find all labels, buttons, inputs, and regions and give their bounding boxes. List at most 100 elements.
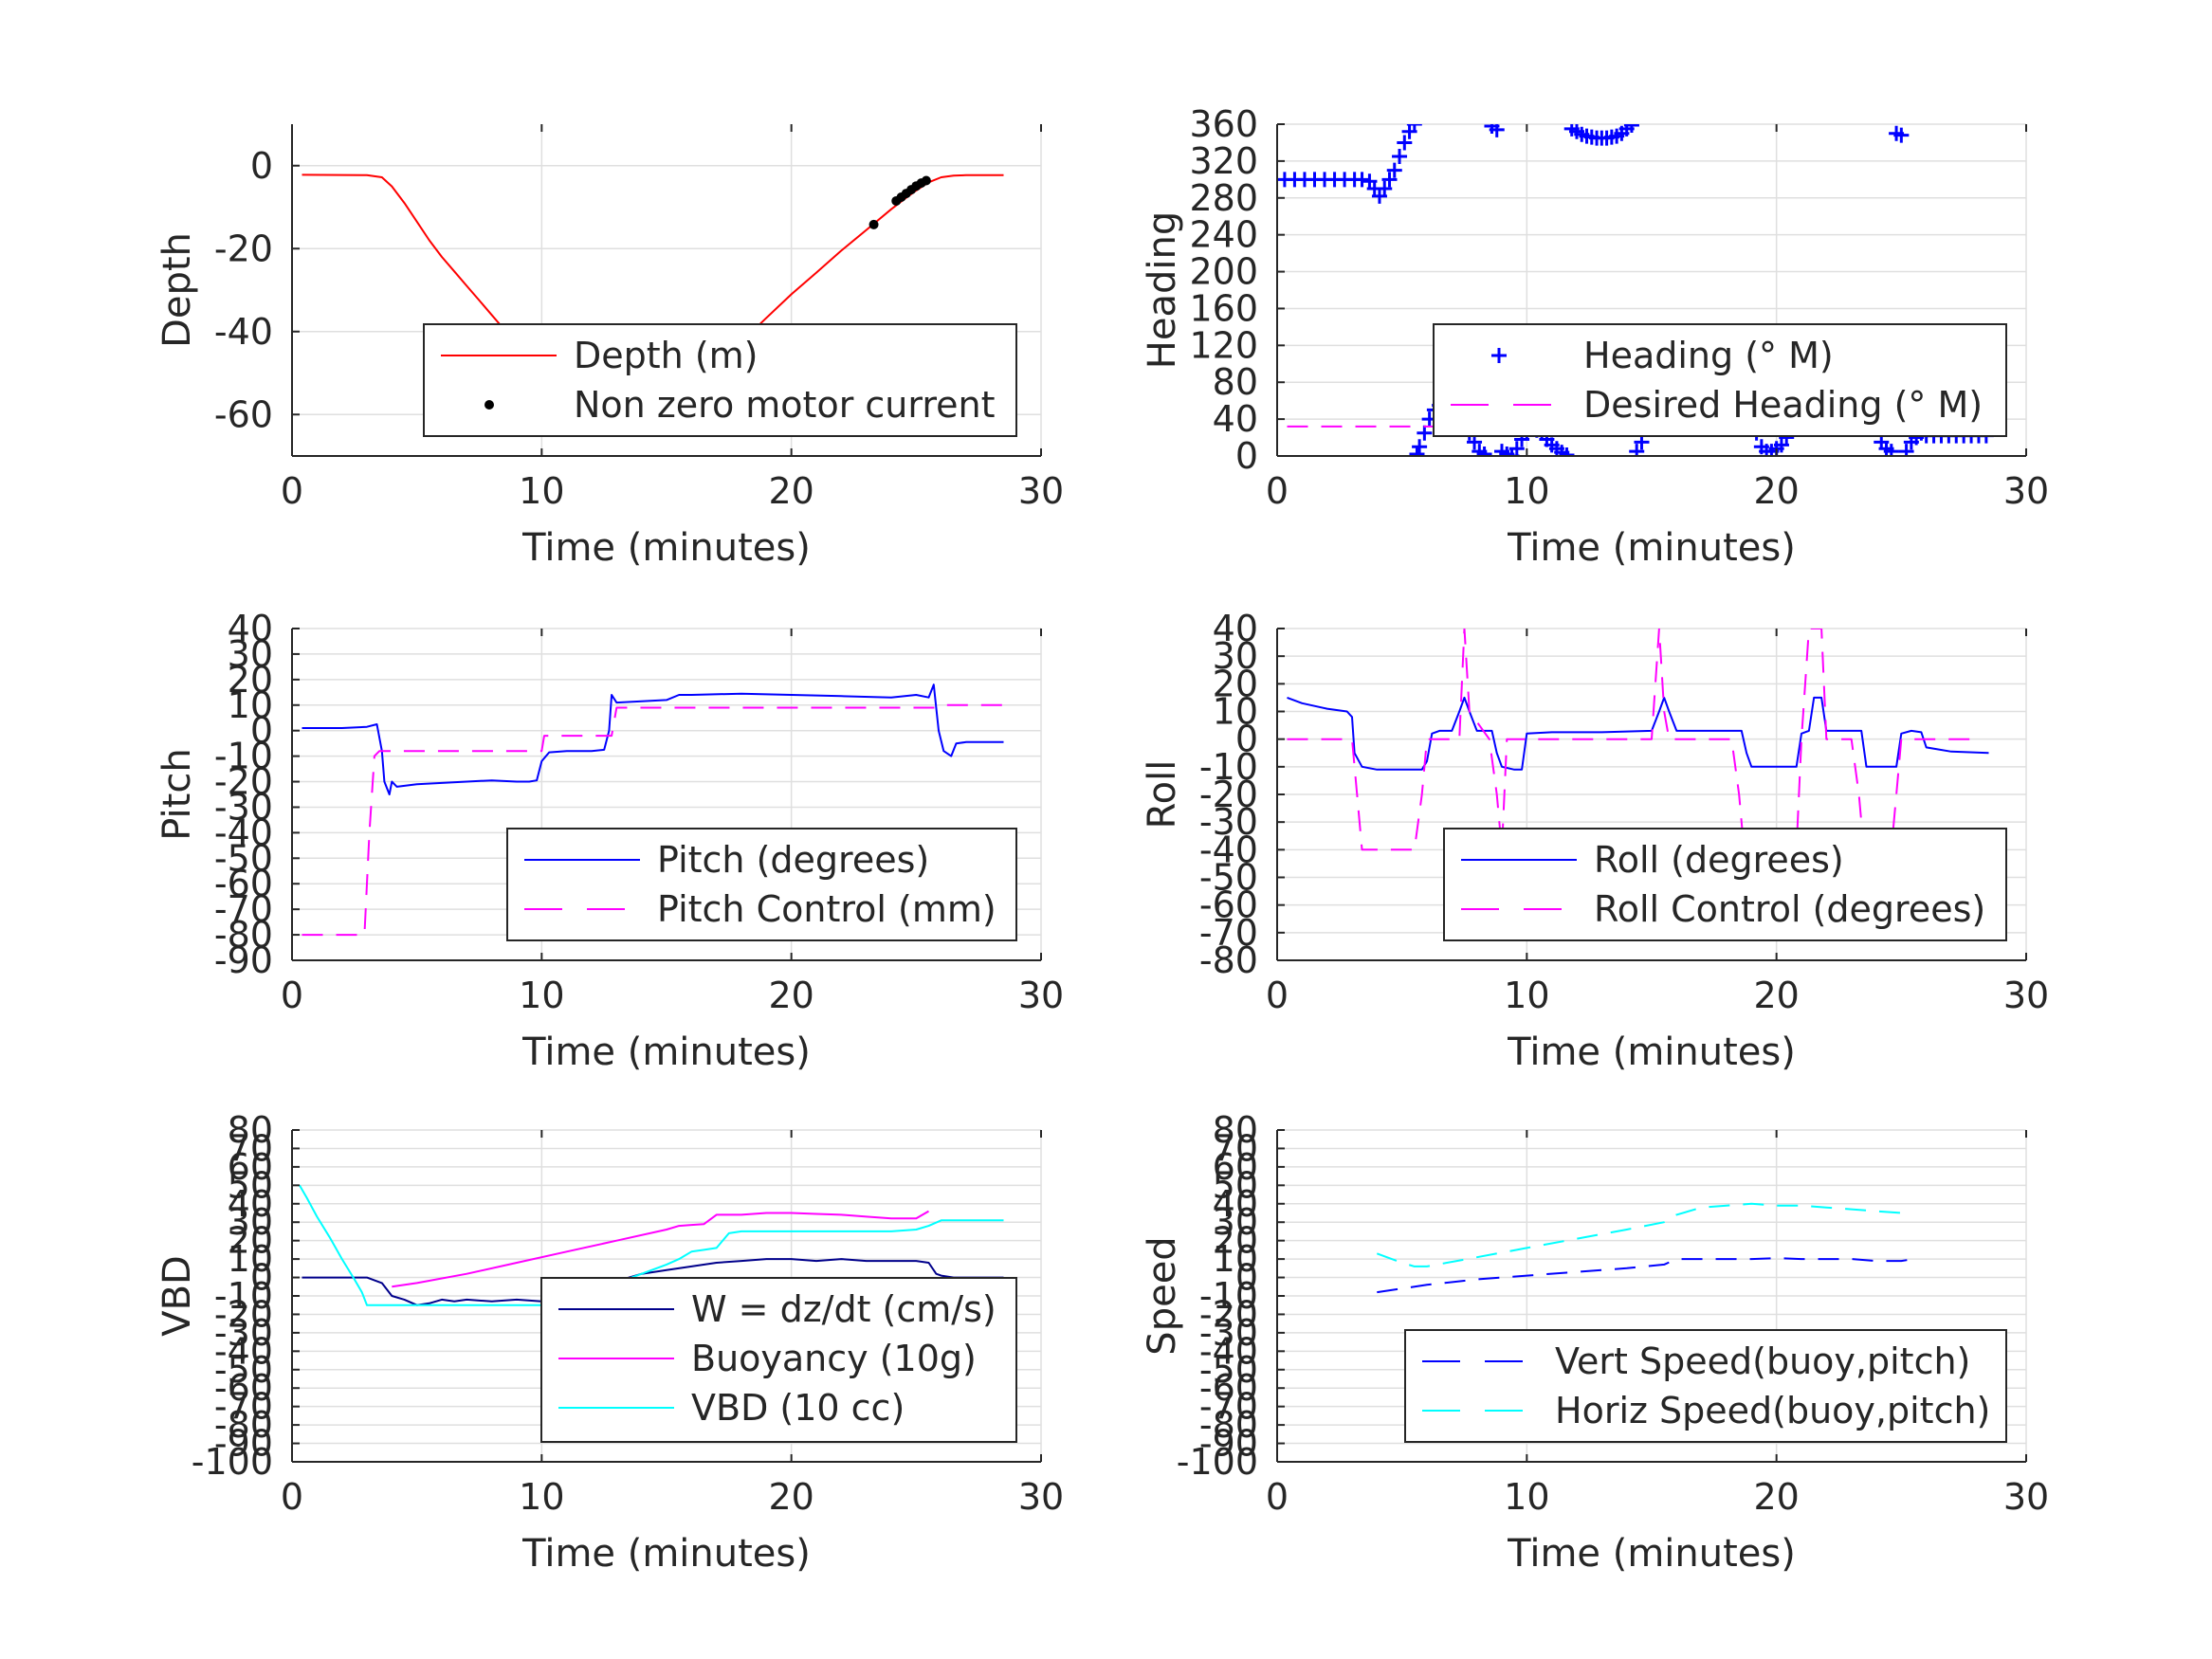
roll-series-1-line [1287,629,1977,851]
x-tick-label: 20 [768,470,814,512]
y-tick-label: 40 [1213,398,1258,440]
y-axis-label: Speed [1141,1236,1184,1355]
legend-entry: Horiz Speed(buoy,pitch) [1555,1390,1990,1431]
y-tick-label: 10 [228,1238,273,1280]
x-axis-label: Time (minutes) [521,1532,811,1576]
x-tick-label: 20 [1753,1476,1799,1518]
y-tick-label: 70 [1213,1127,1258,1169]
y-tick-label: 200 [1189,251,1258,293]
y-tick-label: 20 [1213,1220,1258,1262]
heading-marker [1623,124,1639,133]
y-tick-label: -40 [1199,829,1258,870]
y-tick-label: -40 [214,311,273,353]
heading-marker [1883,444,1899,456]
y-tick-label: -50 [214,1349,273,1391]
heading-marker [1489,124,1505,137]
y-tick-label: -90 [1199,1423,1258,1465]
y-tick-label: 40 [1213,608,1258,649]
y-tick-label: -70 [1199,1386,1258,1428]
heading-marker [1629,444,1645,456]
y-tick-label: -30 [214,786,273,828]
y-tick-label: 50 [1213,1164,1258,1206]
legend-entry: Desired Heading (° M) [1583,384,1983,426]
legend-entry: Pitch (degrees) [657,839,929,881]
y-tick-label: -30 [214,1312,273,1354]
speed-chart: 0 10 20 30-100-90-80-70-60-50-40-30-20-1001… [1141,1109,2049,1576]
heading-marker [1634,434,1650,450]
heading-marker [1397,135,1413,151]
y-tick-label: -20 [214,1293,273,1335]
x-tick-label: 30 [1018,1476,1064,1518]
legend-entry: Vert Speed(buoy,pitch) [1555,1340,1970,1382]
y-tick-label: 80 [1213,361,1258,403]
x-tick-label: 30 [2003,975,2049,1016]
x-tick-label: 10 [1504,1476,1549,1518]
heading-marker [1467,434,1483,450]
y-tick-label: 0 [1235,435,1258,477]
pitch-series-1-line [302,703,1004,937]
plot-area [1287,629,1989,851]
x-axis-label: Time (minutes) [1507,526,1796,570]
y-tick-label: 10 [1213,691,1258,733]
y-tick-label: 40 [228,608,273,649]
roll-chart: 0 10 20 30-80-70-60-50-40-30-20-10010203040… [1141,608,2049,1074]
x-tick-label: 10 [1504,470,1549,512]
y-tick-label: -10 [214,736,273,777]
y-tick-label: 60 [228,1146,273,1188]
y-axis-label: Pitch [155,748,199,840]
x-tick-label: 30 [1018,975,1064,1016]
x-tick-label: 0 [1266,1476,1289,1518]
y-tick-label: 360 [1189,103,1258,145]
x-tick-label: 0 [281,1476,303,1518]
y-tick-label: 20 [1213,663,1258,704]
vbd-series-1-line [392,1210,930,1288]
heading-marker [1417,425,1433,441]
y-axis-label: VBD [155,1255,199,1337]
heading-marker [1409,447,1425,456]
data-point [868,219,879,229]
legend-box [1443,828,2007,941]
pitch-chart: 0 10 20 30-90-80-70-60-50-40-30-20-10010203… [155,608,1064,1074]
y-tick-label: 40 [228,1183,273,1225]
y-tick-label: 0 [250,145,273,187]
x-axis-label: Time (minutes) [1507,1532,1796,1576]
y-tick-label: -10 [1199,1275,1258,1317]
x-tick-label: 30 [2003,1476,2049,1518]
y-tick-label: 20 [228,1220,273,1262]
plot-area [1376,1202,1914,1294]
y-tick-label: -20 [214,761,273,803]
legend-entry: Depth (m) [574,335,759,376]
heading-marker [1504,448,1520,456]
x-tick-label: 10 [519,975,564,1016]
y-tick-label: 70 [228,1127,273,1169]
legend-entry: Roll Control (degrees) [1594,888,1985,930]
y-tick-label: 280 [1189,177,1258,219]
x-tick-label: 20 [1753,470,1799,512]
y-tick-label: -100 [1177,1441,1258,1483]
legend: Vert Speed(buoy,pitch) Horiz Speed(buoy,p… [1404,1329,2007,1443]
y-tick-label: -70 [214,888,273,930]
y-tick-label: -100 [192,1441,273,1483]
legend: Roll (degrees) Roll Control (degrees) [1443,828,2007,941]
y-tick-label: -80 [1199,939,1258,981]
x-tick-label: 20 [1753,975,1799,1016]
y-tick-label: 10 [228,684,273,726]
y-tick-label: -80 [1199,1404,1258,1446]
heading-marker [1354,172,1370,188]
y-tick-label: -10 [214,1275,273,1317]
y-tick-label: -20 [214,228,273,269]
heading-marker [1898,444,1914,456]
y-tick-label: -30 [1199,1312,1258,1354]
y-tick-label: 30 [228,633,273,675]
y-tick-label: -80 [214,1404,273,1446]
speed-series-1-line [1376,1202,1902,1267]
legend-entry: W = dz/dt (cm/s) [691,1288,996,1330]
x-tick-label: 30 [1018,470,1064,512]
y-tick-label: 120 [1189,324,1258,366]
x-tick-label: 10 [1504,975,1549,1016]
legend: Depth (m) Non zero motor current [423,323,1017,437]
x-tick-label: 0 [281,975,303,1016]
y-axis-label: Heading [1141,211,1184,369]
